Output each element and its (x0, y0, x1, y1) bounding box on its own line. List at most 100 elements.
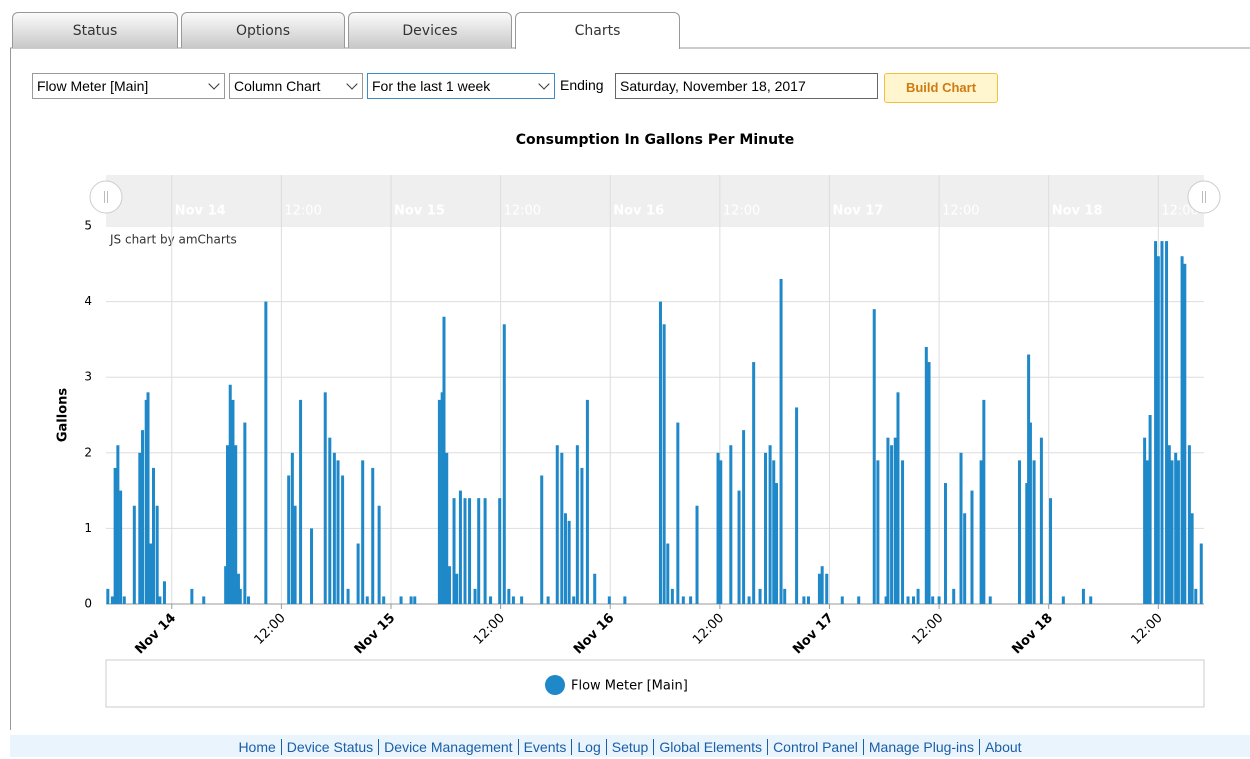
bar (979, 460, 983, 604)
scrollbar-tick-label: 12:00 (504, 204, 541, 219)
bar (458, 490, 462, 604)
bar (742, 430, 746, 604)
bar (1199, 543, 1203, 604)
footer-link[interactable]: Events (517, 739, 572, 755)
bar (190, 588, 194, 604)
footer-link[interactable]: Device Management (378, 739, 518, 755)
bar (399, 596, 403, 604)
bar (1190, 513, 1194, 604)
bar (149, 543, 153, 604)
bar (623, 596, 627, 604)
bar (729, 445, 733, 604)
bar (1156, 256, 1160, 604)
scrollbar-tick-label: 12:00 (1161, 204, 1198, 219)
y-tick-label: 0 (84, 597, 92, 611)
build-chart-button[interactable]: Build Chart (884, 73, 998, 103)
scrollbar[interactable] (106, 175, 1204, 225)
footer-link[interactable]: Home (238, 739, 276, 755)
bar (293, 505, 297, 604)
tab[interactable]: Options (181, 12, 345, 48)
bar (1154, 241, 1158, 604)
footer-link[interactable]: Control Panel (767, 739, 863, 755)
device-select[interactable]: Flow Meter [Main] (32, 73, 225, 99)
tab[interactable]: Charts (515, 12, 680, 49)
bar (299, 399, 303, 604)
x-tick-label: 12:00 (1129, 611, 1166, 648)
bar (225, 445, 229, 604)
bar (1180, 256, 1184, 604)
bar (817, 573, 821, 604)
bar (670, 588, 674, 604)
bar (906, 596, 910, 604)
bar (716, 452, 720, 604)
bar (747, 596, 751, 604)
bar (264, 301, 268, 604)
scrollbar-tick-label: 12:00 (284, 204, 321, 219)
bar (243, 422, 247, 604)
bar (409, 596, 413, 604)
bar (585, 399, 589, 604)
bar (779, 278, 783, 604)
bar (1027, 354, 1031, 604)
footer-link[interactable]: Global Elements (653, 739, 768, 755)
bar (890, 445, 894, 604)
footer-link[interactable]: About (978, 739, 1027, 755)
chart-type-select[interactable]: Column Chart (229, 73, 363, 99)
bar (489, 596, 493, 604)
bar (247, 596, 251, 604)
bar (155, 505, 159, 604)
bar (580, 467, 584, 604)
bar (138, 452, 142, 604)
bar (689, 596, 693, 604)
bar (1148, 415, 1152, 604)
period-select[interactable]: For the last 1 week (367, 73, 555, 99)
bar (774, 483, 778, 604)
bar (563, 513, 567, 604)
bar (952, 588, 956, 604)
footer-link[interactable]: Manage Plug-ins (862, 739, 979, 755)
bar (236, 573, 240, 604)
scrollbar-tick-label: Nov 16 (613, 204, 664, 219)
bar (806, 596, 810, 604)
bar (146, 392, 150, 604)
bar (1176, 460, 1180, 604)
bar (231, 399, 235, 604)
bar (795, 407, 799, 604)
tab[interactable]: Status (12, 12, 178, 48)
footer-link[interactable]: Setup (605, 739, 654, 755)
bar (507, 588, 511, 604)
y-tick-label: 4 (84, 294, 92, 308)
ending-date-input[interactable]: Saturday, November 18, 2017 (615, 73, 878, 99)
y-tick-label: 2 (84, 445, 92, 459)
bar (560, 452, 564, 604)
bar (758, 588, 762, 604)
bar (963, 513, 967, 604)
bar (113, 467, 117, 604)
bar (893, 437, 897, 604)
scrollbar-labels: Nov 14 12:00 Nov 15 12:00 Nov 16 12:00 Nov 17 1… (175, 204, 1199, 219)
bar (346, 588, 350, 604)
bar (341, 475, 345, 604)
bar (158, 596, 162, 604)
x-tick-label: Nov 15 (352, 611, 399, 658)
bar (540, 475, 544, 604)
bar (1089, 596, 1093, 604)
bar (927, 362, 931, 604)
bar (896, 392, 900, 604)
bar (1061, 596, 1065, 604)
bar (719, 460, 723, 604)
bar (234, 445, 238, 604)
y-axis-label: Gallons (56, 388, 71, 443)
bar (473, 588, 477, 604)
tab[interactable]: Devices (348, 12, 512, 48)
footer-link[interactable]: Device Status (280, 739, 379, 755)
scrollbar-tick-label: Nov 17 (832, 204, 883, 219)
bar (1039, 437, 1043, 604)
bar (1194, 588, 1198, 604)
bar (1187, 445, 1191, 604)
bar (1028, 422, 1032, 604)
footer-link[interactable]: Log (571, 739, 606, 755)
credit: JS chart by amCharts (109, 233, 237, 247)
bar (455, 573, 459, 604)
